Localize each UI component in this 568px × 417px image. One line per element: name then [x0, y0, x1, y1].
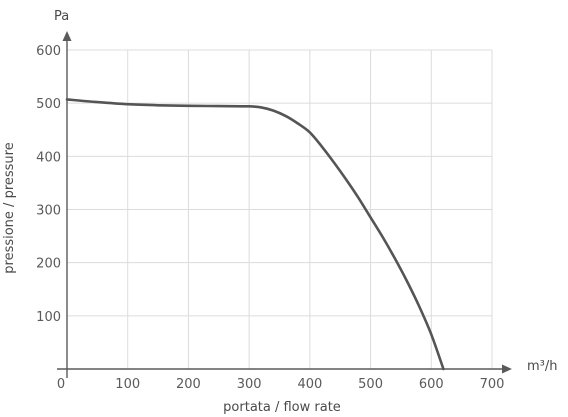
y-tick-label-300: 300	[36, 204, 61, 219]
x-axis-arrow-icon	[502, 364, 512, 374]
y-tick-label-400: 400	[36, 150, 61, 165]
y-unit-label: Pa	[54, 9, 69, 24]
y-tick-label-500: 500	[36, 97, 61, 112]
y-axis-arrow-icon	[62, 31, 72, 41]
grid	[67, 49, 493, 369]
x-tick-label-300: 300	[237, 377, 262, 392]
y-tick-label-100: 100	[36, 310, 61, 325]
y-axis-title: pressione / pressure	[2, 142, 17, 273]
x-tick-label-0: 0	[57, 377, 65, 392]
tick-labels: 0 100 200 300 400 500 600 700 100 200 300 400 500 600	[36, 44, 504, 392]
series-line-0	[65, 98, 445, 371]
y-tick-label-200: 200	[36, 257, 61, 272]
x-unit-label: m³/h	[527, 359, 558, 374]
x-tick-label-600: 600	[419, 377, 444, 392]
x-axis-title: portata / flow rate	[223, 400, 341, 415]
y-tick-label-600: 600	[36, 44, 61, 59]
x-tick-label-100: 100	[115, 377, 140, 392]
x-tick-label-700: 700	[480, 377, 505, 392]
series	[65, 98, 445, 371]
x-tick-label-200: 200	[176, 377, 201, 392]
x-tick-label-400: 400	[297, 377, 322, 392]
x-tick-label-500: 500	[358, 377, 383, 392]
axes	[57, 31, 512, 378]
